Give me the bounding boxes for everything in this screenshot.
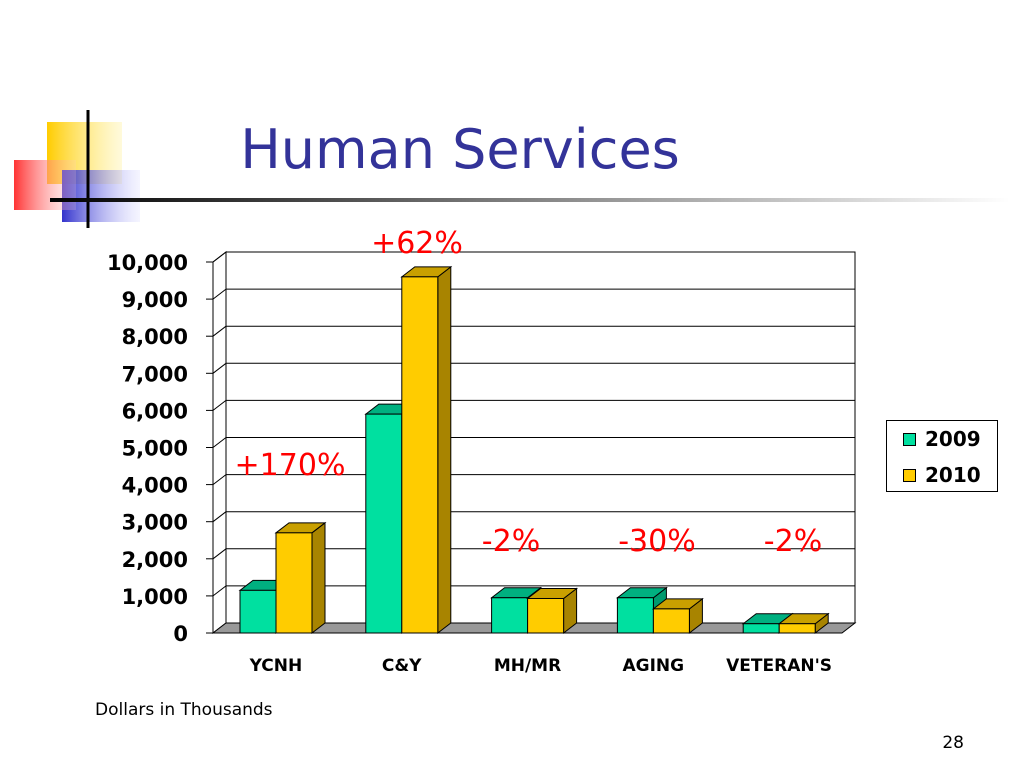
percent-change-label: +62% [371,226,463,261]
y-tick-label: 7,000 [122,362,188,386]
page-title: Human Services [240,118,680,181]
gridline-side [212,437,227,448]
y-tick-label: 1,000 [122,585,188,609]
legend-label-2009: 2009 [925,427,981,451]
page-number: 28 [942,733,964,753]
legend-swatch-2010 [903,468,916,482]
legend-item-2010: 2010 [903,463,981,487]
gridline-side [212,474,227,485]
gridline-side [212,288,227,300]
x-tick-label: YCNH [249,656,303,676]
title-underline [50,198,1010,202]
y-tick-label: 4,000 [122,474,188,498]
y-tick-label: 6,000 [122,399,188,423]
percent-change-label: +170% [235,448,346,483]
x-tick-label: AGING [622,656,684,676]
legend-swatch-2009 [903,432,916,446]
gridline-side [212,585,227,597]
gridline-side [212,325,227,337]
y-tick-label: 10,000 [107,251,188,275]
x-tick-label: VETERAN'S [726,656,832,676]
footnote: Dollars in Thousands [95,700,273,720]
y-tick-label: 0 [173,622,188,646]
percent-change-label: -2% [764,524,822,559]
bar-2010-MH/MR [526,587,579,635]
bar-2010-YCNH [274,521,327,635]
x-tick-label: MH/MR [494,656,561,676]
y-tick-label: 5,000 [122,437,188,461]
percent-change-label: -2% [482,524,540,559]
x-tick-label: C&Y [382,656,422,676]
legend-item-2009: 2009 [903,427,981,451]
gridline-side [212,251,227,263]
y-tick-label: 9,000 [122,288,188,312]
percent-change-label: -30% [618,524,696,559]
gridline-side [212,511,227,523]
gridline-side [212,400,227,411]
y-tick-label: 8,000 [122,325,188,349]
bar-2010-AGING [651,597,704,635]
gridline-side [212,362,227,374]
legend-label-2010: 2010 [925,463,981,487]
gridline-side [212,548,227,560]
y-tick-label: 2,000 [122,548,188,572]
bar-2010-VETERAN'S [777,612,830,635]
y-tick-label: 3,000 [122,511,188,535]
bar-2010-C&Y [400,265,453,635]
chart-legend: 2009 2010 [886,420,998,492]
slide-logo-graphic [14,110,140,228]
